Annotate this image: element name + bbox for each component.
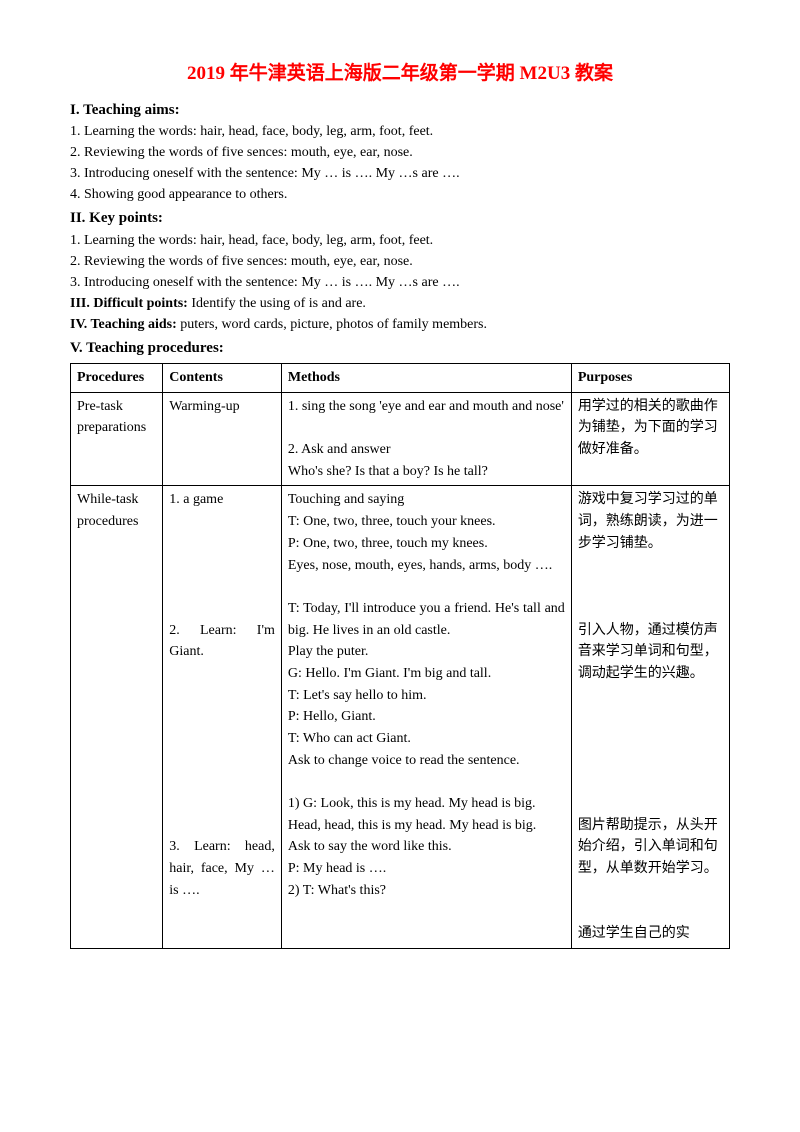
cell-purposes: 用学过的相关的歌曲作为铺垫，为下面的学习做好准备。 (571, 392, 729, 486)
cell-methods: Touching and saying T: One, two, three, … (281, 486, 571, 948)
cell-purposes: 游戏中复习学习过的单词，熟练朗读，为进一步学习铺垫。 引入人物，通过模仿声音来学… (571, 486, 729, 948)
teaching-aids-body: puters, word cards, picture, photos of f… (180, 317, 487, 332)
cell-contents: 1. a game 2. Learn: I'm Giant. 3. Learn:… (163, 486, 282, 948)
document-title: 2019 年牛津英语上海版二年级第一学期 M2U3 教案 (70, 60, 730, 89)
teaching-aims-item: 2. Reviewing the words of five sences: m… (70, 142, 730, 163)
col-purposes: Purposes (571, 364, 729, 393)
teaching-aids-line: IV. Teaching aids: puters, word cards, p… (70, 314, 730, 335)
key-points-item: 2. Reviewing the words of five sences: m… (70, 251, 730, 272)
teaching-aims-heading: I. Teaching aims: (70, 99, 730, 122)
cell-procedures: While-task procedures (71, 486, 163, 948)
difficult-points-line: III. Difficult points: Identify the usin… (70, 293, 730, 314)
key-points-item: 3. Introducing oneself with the sentence… (70, 272, 730, 293)
col-procedures: Procedures (71, 364, 163, 393)
teaching-aims-item: 1. Learning the words: hair, head, face,… (70, 121, 730, 142)
teaching-aims-item: 4. Showing good appearance to others. (70, 184, 730, 205)
teaching-aims-item: 3. Introducing oneself with the sentence… (70, 163, 730, 184)
difficult-points-body: Identify the using of is and are. (191, 296, 366, 311)
table-row: Pre-task preparations Warming-up 1. sing… (71, 392, 730, 486)
table-row: While-task procedures 1. a game 2. Learn… (71, 486, 730, 948)
key-points-item: 1. Learning the words: hair, head, face,… (70, 230, 730, 251)
procedures-heading: V. Teaching procedures: (70, 337, 730, 360)
teaching-aids-heading: IV. Teaching aids: (70, 317, 180, 332)
cell-contents: Warming-up (163, 392, 282, 486)
col-contents: Contents (163, 364, 282, 393)
col-methods: Methods (281, 364, 571, 393)
cell-procedures: Pre-task preparations (71, 392, 163, 486)
cell-methods: 1. sing the song 'eye and ear and mouth … (281, 392, 571, 486)
difficult-points-heading: III. Difficult points: (70, 296, 191, 311)
key-points-heading: II. Key points: (70, 207, 730, 230)
table-header-row: Procedures Contents Methods Purposes (71, 364, 730, 393)
procedures-table: Procedures Contents Methods Purposes Pre… (70, 363, 730, 949)
